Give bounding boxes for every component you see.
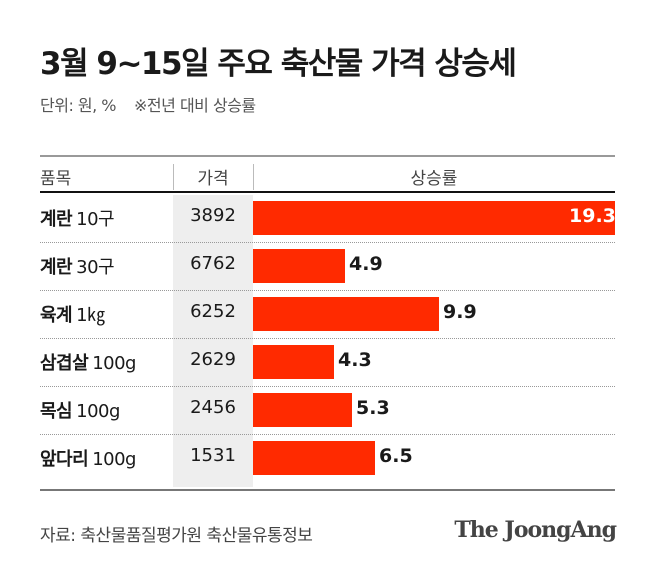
rate-bar bbox=[253, 201, 615, 235]
logo: The JoongAng bbox=[454, 517, 617, 543]
row-divider bbox=[40, 242, 615, 243]
item-label: 앞다리 100g bbox=[40, 445, 136, 471]
item-label: 계란 10구 bbox=[40, 205, 115, 231]
rate-bar bbox=[253, 393, 352, 427]
subtitle: 단위: 원, % ※전년 대비 상승률 bbox=[40, 92, 274, 116]
item-unit: 100g bbox=[76, 401, 120, 422]
item-name: 삼겹살 bbox=[40, 353, 89, 374]
rate-label: 9.9 bbox=[443, 301, 477, 323]
price-value: 2629 bbox=[190, 349, 236, 370]
price-value: 1531 bbox=[190, 445, 236, 466]
header-item: 품목 bbox=[40, 169, 72, 189]
table-header: 품목 가격 상승률 bbox=[40, 157, 615, 193]
item-unit: 100g bbox=[92, 449, 136, 470]
item-unit: 100g bbox=[92, 353, 136, 374]
header-price: 가격 bbox=[197, 169, 229, 189]
top-divider bbox=[40, 155, 615, 157]
table-row: 앞다리 100g 1531 6.5 bbox=[40, 435, 615, 483]
rate-bar bbox=[253, 345, 334, 379]
price-value: 6252 bbox=[190, 301, 236, 322]
row-divider bbox=[40, 338, 615, 339]
bottom-divider bbox=[40, 489, 615, 491]
rate-bar bbox=[253, 297, 439, 331]
rate-label: 5.3 bbox=[356, 397, 390, 419]
table-row: 육계 1㎏ 6252 9.9 bbox=[40, 291, 615, 339]
price-value: 3892 bbox=[190, 205, 236, 226]
table-row: 계란 30구 6762 4.9 bbox=[40, 243, 615, 291]
table-row: 계란 10구 3892 19.3 bbox=[40, 195, 616, 243]
source: 자료: 축산물품질평가원 축산물유통정보 bbox=[40, 526, 313, 546]
item-label: 목심 100g bbox=[40, 397, 120, 423]
row-divider bbox=[40, 290, 615, 291]
row-divider bbox=[40, 386, 615, 387]
item-label: 삼겹살 100g bbox=[40, 349, 136, 375]
row-divider bbox=[40, 434, 615, 435]
unit-label: 단위: 원, % bbox=[40, 96, 117, 115]
item-label: 계란 30구 bbox=[40, 253, 115, 279]
rate-bar bbox=[253, 441, 375, 475]
table-row: 목심 100g 2456 5.3 bbox=[40, 387, 615, 435]
chart-title: 3월 9~15일 주요 축산물 가격 상승세 bbox=[40, 46, 517, 82]
table-row: 삼겹살 100g 2629 4.3 bbox=[40, 339, 615, 387]
rate-bar bbox=[253, 249, 345, 283]
rate-label: 6.5 bbox=[379, 445, 413, 467]
rate-label: 19.3 bbox=[569, 205, 616, 227]
divider bbox=[173, 164, 174, 190]
item-name: 육계 bbox=[40, 305, 73, 326]
item-label: 육계 1㎏ bbox=[40, 301, 105, 327]
item-name: 계란 bbox=[40, 209, 73, 230]
price-column-bg bbox=[173, 195, 253, 487]
rate-label: 4.9 bbox=[349, 253, 383, 275]
item-unit: 1㎏ bbox=[76, 305, 105, 326]
item-name: 계란 bbox=[40, 257, 73, 278]
divider bbox=[253, 164, 254, 190]
item-name: 앞다리 bbox=[40, 449, 89, 470]
header-rate: 상승률 bbox=[410, 169, 458, 189]
price-value: 2456 bbox=[190, 397, 236, 418]
price-value: 6762 bbox=[190, 253, 236, 274]
item-unit: 10구 bbox=[76, 209, 115, 230]
rate-label: 4.3 bbox=[338, 349, 372, 371]
note-label: ※전년 대비 상승률 bbox=[134, 96, 256, 115]
item-name: 목심 bbox=[40, 401, 73, 422]
item-unit: 30구 bbox=[76, 257, 115, 278]
